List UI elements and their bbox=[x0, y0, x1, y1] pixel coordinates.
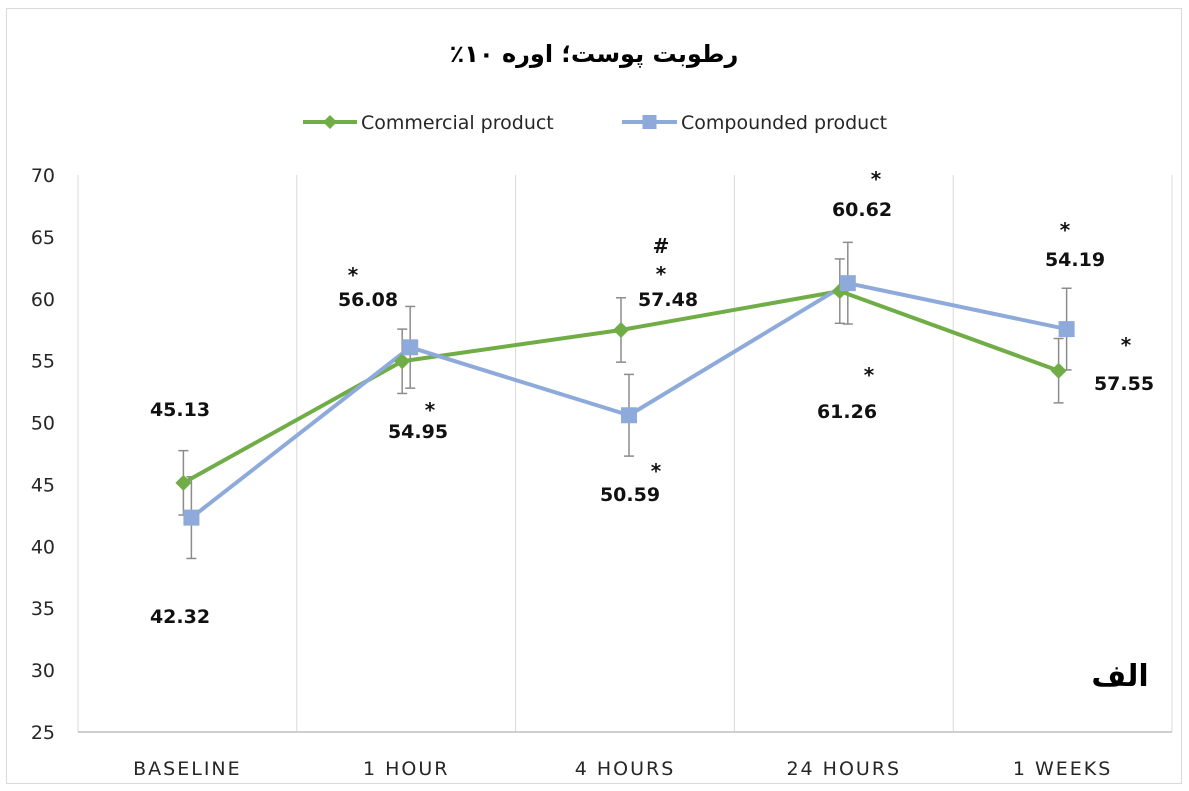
data-label: 57.48 bbox=[638, 289, 698, 311]
y-tick-label: 60 bbox=[31, 289, 55, 311]
significance-annotation: * bbox=[1060, 218, 1071, 242]
data-point-square bbox=[183, 509, 200, 526]
y-tick-label: 40 bbox=[31, 536, 55, 558]
data-label: 54.19 bbox=[1045, 249, 1105, 271]
data-label: 56.08 bbox=[338, 289, 398, 311]
x-tick-label: BASELINE bbox=[133, 758, 242, 780]
data-point-diamond bbox=[394, 353, 411, 370]
y-tick-label: 50 bbox=[31, 413, 55, 435]
data-label: 60.62 bbox=[832, 199, 892, 221]
legend-label: Compounded product bbox=[681, 112, 887, 134]
significance-annotation: * bbox=[425, 398, 436, 422]
chart-frame bbox=[6, 8, 1182, 784]
x-tick-label: 1 WEEKS bbox=[1013, 758, 1112, 780]
data-label: 61.26 bbox=[817, 401, 877, 423]
legend-marker-square bbox=[642, 115, 657, 129]
panel-label: الف bbox=[1091, 659, 1148, 694]
data-point-square bbox=[839, 275, 856, 292]
chart-title: رطوبت پوست؛ اوره ۱۰٪ bbox=[450, 40, 739, 68]
significance-annotation: * bbox=[864, 363, 875, 387]
data-label: 50.59 bbox=[600, 484, 660, 506]
data-point-diamond bbox=[1050, 362, 1067, 379]
data-label: 54.95 bbox=[388, 421, 448, 443]
y-tick-label: 70 bbox=[31, 165, 55, 187]
significance-annotation: * bbox=[656, 262, 667, 286]
x-tick-label: 4 HOURS bbox=[575, 758, 676, 780]
data-point-diamond bbox=[613, 321, 629, 338]
y-tick-label: 25 bbox=[31, 722, 55, 744]
x-tick-label: 1 HOUR bbox=[363, 758, 449, 780]
hash-annotation: # bbox=[653, 234, 670, 258]
x-tick-label: 24 HOURS bbox=[786, 758, 901, 780]
data-point-square bbox=[1058, 321, 1075, 338]
significance-annotation: * bbox=[871, 167, 882, 191]
significance-annotation: * bbox=[348, 263, 359, 287]
data-label: 42.32 bbox=[150, 606, 210, 628]
y-tick-label: 55 bbox=[31, 351, 55, 373]
significance-annotation: * bbox=[651, 459, 662, 483]
data-label: 45.13 bbox=[150, 399, 210, 421]
significance-annotation: * bbox=[1121, 333, 1132, 357]
data-label: 57.55 bbox=[1094, 373, 1154, 395]
y-tick-label: 35 bbox=[31, 598, 55, 620]
data-point-diamond bbox=[175, 474, 192, 491]
y-tick-label: 45 bbox=[31, 474, 55, 496]
legend-label: Commercial product bbox=[361, 112, 554, 134]
legend-marker-diamond bbox=[323, 115, 337, 129]
y-tick-label: 65 bbox=[31, 227, 55, 249]
data-point-square bbox=[621, 407, 637, 424]
data-point-square bbox=[402, 339, 419, 356]
y-tick-label: 30 bbox=[31, 660, 55, 682]
